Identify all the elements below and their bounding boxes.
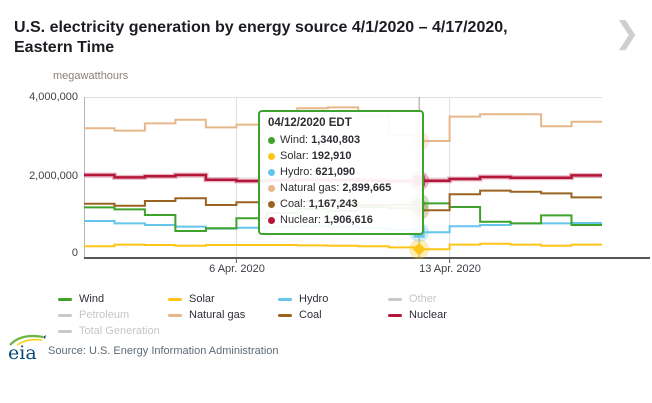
tooltip-series-dot-wind: [268, 136, 275, 144]
tooltip-series-value: 192,910: [311, 150, 352, 162]
legend-swatch-petroleum: [58, 313, 72, 317]
legend-swatch-natural-gas: [168, 313, 182, 317]
tooltip-series-value: 1,340,803: [311, 134, 361, 146]
tooltip-row-natural-gas: Natural gas: 2,899,665: [268, 180, 414, 196]
y-tick-label-0: 0: [71, 247, 78, 259]
tooltip-date: 04/12/2020 EDT: [268, 117, 352, 129]
legend-label-other: Other: [409, 293, 437, 305]
page-title-line2: Eastern Time: [14, 39, 115, 56]
tooltip-series-name: Wind:: [280, 134, 309, 146]
tooltip-series-dot-solar: [268, 152, 275, 160]
tooltip-series-value: 2,899,665: [342, 182, 392, 194]
tooltip-series-dot-coal: [268, 200, 275, 208]
eia-logo-text: eia: [8, 342, 37, 364]
x-tick-label-13apr: 13 Apr. 2020: [419, 263, 481, 275]
tooltip-series-value: 1,167,243: [308, 198, 358, 210]
legend-swatch-solar: [168, 297, 182, 301]
tooltip-series-dot-natural-gas: [268, 184, 275, 192]
y-tick-label-2000000: 2,000,000: [29, 170, 78, 182]
legend-label-nuclear: Nuclear: [409, 309, 447, 321]
tooltip-row-wind: Wind: 1,340,803: [268, 132, 414, 148]
next-chart-chevron-icon[interactable]: ❯: [614, 16, 640, 51]
legend-label-wind: Wind: [79, 293, 105, 305]
legend-label-solar: Solar: [189, 293, 215, 305]
legend-swatch-nuclear: [388, 313, 402, 317]
legend-item-total-generation[interactable]: Total Generation: [58, 324, 160, 338]
tooltip-row-coal: Coal: 1,167,243: [268, 196, 414, 212]
legend-label-coal: Coal: [299, 309, 322, 321]
tooltip-series-name: Natural gas:: [280, 182, 340, 194]
chart-legend: Wind Solar Hydro Other Petroleum Natural gas C…: [58, 292, 578, 344]
x-tick-label-6apr: 6 Apr. 2020: [209, 263, 265, 275]
hover-tooltip: 04/12/2020 EDT Wind: 1,340,803 Solar: 192,9…: [258, 110, 424, 235]
tooltip-row-nuclear: Nuclear: 1,906,616: [268, 212, 414, 228]
page-title-line1: U.S. electricity generation by energy so…: [14, 19, 508, 36]
tooltip-series-name: Nuclear:: [280, 214, 321, 226]
legend-label-natural-gas: Natural gas: [189, 309, 246, 321]
source-attribution: Source: U.S. Energy Information Administ…: [48, 345, 279, 357]
page-title: U.S. electricity generation by energy so…: [14, 18, 589, 58]
legend-label-petroleum: Petroleum: [79, 309, 130, 321]
tooltip-series-dot-hydro: [268, 168, 275, 176]
legend-swatch-other: [388, 297, 402, 301]
tooltip-rows: Wind: 1,340,803 Solar: 192,910 Hydro: 621,090…: [268, 132, 414, 228]
legend-item-solar[interactable]: Solar: [168, 292, 215, 306]
tooltip-series-dot-nuclear: [268, 216, 275, 224]
legend-swatch-coal: [278, 313, 292, 317]
tooltip-series-name: Solar:: [280, 150, 309, 162]
legend-item-hydro[interactable]: Hydro: [278, 292, 328, 306]
y-tick-label-4000000: 4,000,000: [29, 91, 78, 103]
legend-swatch-hydro: [278, 297, 292, 301]
legend-swatch-total-generation: [58, 329, 72, 333]
series-line-solar[interactable]: [84, 242, 602, 251]
tooltip-series-name: Hydro:: [280, 166, 313, 178]
series-line-natural-gas[interactable]: [84, 106, 602, 142]
tooltip-series-value: 621,090: [315, 166, 356, 178]
legend-item-coal[interactable]: Coal: [278, 308, 322, 322]
y-axis-units-label: megawatthours: [53, 70, 129, 82]
legend-item-other[interactable]: Other: [388, 292, 437, 306]
eia-logo-swoosh-icon: [9, 334, 46, 346]
legend-label-hydro: Hydro: [299, 293, 329, 305]
legend-item-natural-gas[interactable]: Natural gas: [168, 308, 245, 322]
legend-item-petroleum[interactable]: Petroleum: [58, 308, 129, 322]
legend-swatch-wind: [58, 297, 72, 301]
legend-item-nuclear[interactable]: Nuclear: [388, 308, 447, 322]
tooltip-series-value: 1,906,616: [323, 214, 373, 226]
hover-marker-solar: [412, 242, 426, 256]
legend-item-wind[interactable]: Wind: [58, 292, 104, 306]
tooltip-row-solar: Solar: 192,910: [268, 148, 414, 164]
tooltip-row-hydro: Hydro: 621,090: [268, 164, 414, 180]
tooltip-series-name: Coal:: [280, 198, 306, 210]
eia-logo: eia: [8, 334, 48, 364]
legend-label-total-generation: Total Generation: [79, 325, 160, 337]
